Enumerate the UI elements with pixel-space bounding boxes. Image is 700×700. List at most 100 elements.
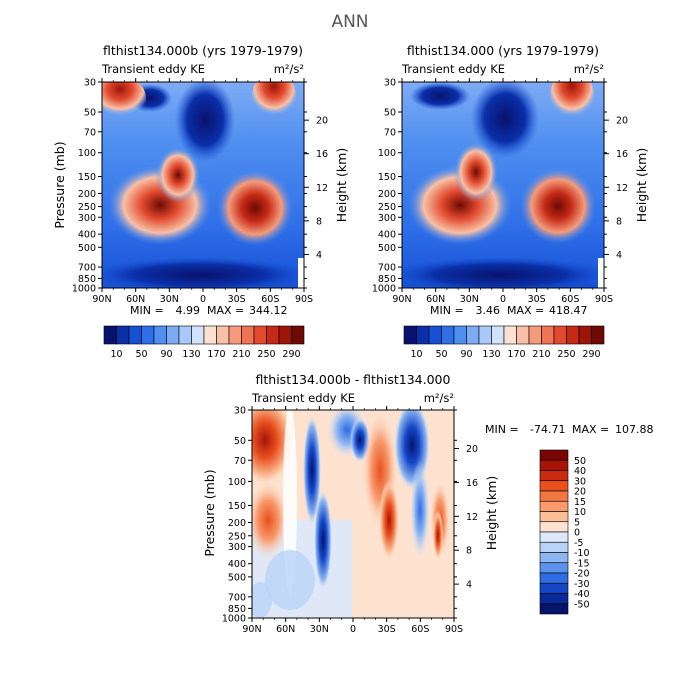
panel-3-y2-axis: 20 16 12 8 4 [454,444,478,591]
x-tick-label: 90S [445,624,463,635]
y2-tick-label: 16 [316,149,328,160]
colorbar-swatch [441,325,455,345]
colorbar-swatch [503,325,517,345]
x-tick-label: 60S [261,294,279,305]
colorbar-swatch [191,325,205,345]
colorbar-label: 0 [574,528,580,539]
colorbar-label: 130 [482,349,500,360]
panel-1-max-value: 344.12 [249,304,288,317]
colorbar-swatch [539,521,569,533]
colorbar-swatch [291,325,305,345]
colorbar-swatch [266,325,280,345]
colorbar-label: 90 [460,349,472,360]
panel-1: flthist134.000b (yrs 1979-1979) Transien… [52,43,349,360]
panel-2-min-label: MIN = [430,304,464,317]
colorbar-label: -5 [574,538,583,549]
x-tick-label: 30S [378,624,396,635]
y-tick-label: 700 [228,592,246,603]
y-tick-label: 200 [78,189,96,200]
x-tick-label: 0 [200,294,206,305]
colorbar-label: 250 [257,349,275,360]
y-tick-label: 500 [378,243,396,254]
y-tick-label: 250 [378,202,396,213]
colorbar-swatch [539,511,569,523]
y2-tick-label: 8 [316,216,322,227]
panel-2-title: flthist134.000 (yrs 1979-1979) [407,43,599,58]
y-tick-label: 300 [378,213,396,224]
colorbar-swatch [428,325,442,345]
y2-tick-label: 16 [466,478,478,489]
colorbar-swatch [539,552,569,564]
y-tick-label: 400 [78,230,96,241]
colorbar-label: 130 [182,349,200,360]
y2-tick-label: 4 [466,580,472,591]
colorbar-label: -50 [574,599,590,610]
y-tick-label: 1000 [222,614,246,625]
x-tick-label: 90S [295,294,313,305]
panel-2-x-axis: 90N 60N 30N 0 30S 60S 90S [392,78,613,305]
y-tick-label: 300 [228,542,246,553]
colorbar-label: 250 [557,349,575,360]
colorbar-swatch [566,325,580,345]
y-tick-label: 500 [78,243,96,254]
x-tick-label: 60S [411,624,429,635]
colorbar-swatch [539,531,569,543]
y-tick-label: 200 [228,518,246,529]
colorbar-swatch [539,603,569,615]
x-tick-label: 30S [228,294,246,305]
x-tick-label: 60S [561,294,579,305]
colorbar-swatch [539,572,569,584]
colorbar-swatch [116,325,130,345]
colorbar-swatch [553,325,567,345]
y2-tick-label: 20 [616,116,628,127]
colorbar-label: 10 [110,349,122,360]
x-tick-label: 90S [595,294,613,305]
y-tick-label: 1000 [72,284,96,295]
colorbar-label: 210 [532,349,550,360]
colorbar-swatch [253,325,267,345]
colorbar-label: -40 [574,589,590,600]
colorbar-swatch [466,325,480,345]
colorbar-swatch [539,480,569,492]
colorbar-swatch [539,490,569,502]
colorbar-swatch [453,325,467,345]
panel-3-field [252,410,454,618]
y-tick-label: 150 [378,172,396,183]
y-tick-label: 150 [228,501,246,512]
y-tick-label: 500 [228,572,246,583]
x-tick-label: 90N [242,624,261,635]
panel-3-max-value: 107.88 [615,423,654,436]
colorbar-label: 30 [574,476,586,487]
panel-3-subtitle: Transient eddy KE [251,391,355,405]
y2-tick-label: 12 [616,183,628,194]
y-tick-label: 150 [78,172,96,183]
colorbar-swatch [478,325,492,345]
y-tick-label: 100 [378,148,396,159]
colorbar-swatch [103,325,117,345]
y-tick-label: 700 [78,263,96,274]
colorbar-swatch [216,325,230,345]
colorbar-swatch [539,582,569,594]
colorbar-swatch [528,325,542,345]
colorbar-swatch [539,593,569,605]
x-tick-label: 0 [500,294,506,305]
colorbar-label: 290 [582,349,600,360]
colorbar-label: -30 [574,579,590,590]
colorbar-swatch [403,325,417,345]
colorbar-swatch [278,325,292,345]
colorbar-swatch [539,449,569,461]
panel-1-y2label: Height (km) [334,148,349,222]
y-tick-label: 50 [384,108,396,119]
x-tick-label: 90N [92,294,111,305]
panel-1-units: m²/s² [274,62,304,76]
x-tick-label: 30S [528,294,546,305]
y-tick-label: 70 [84,127,96,138]
colorbar-swatch [178,325,192,345]
panel-1-min-label: MIN = [130,304,164,317]
y2-tick-label: 20 [316,116,328,127]
colorbar-swatch [416,325,430,345]
x-tick-label: 30N [460,294,479,305]
